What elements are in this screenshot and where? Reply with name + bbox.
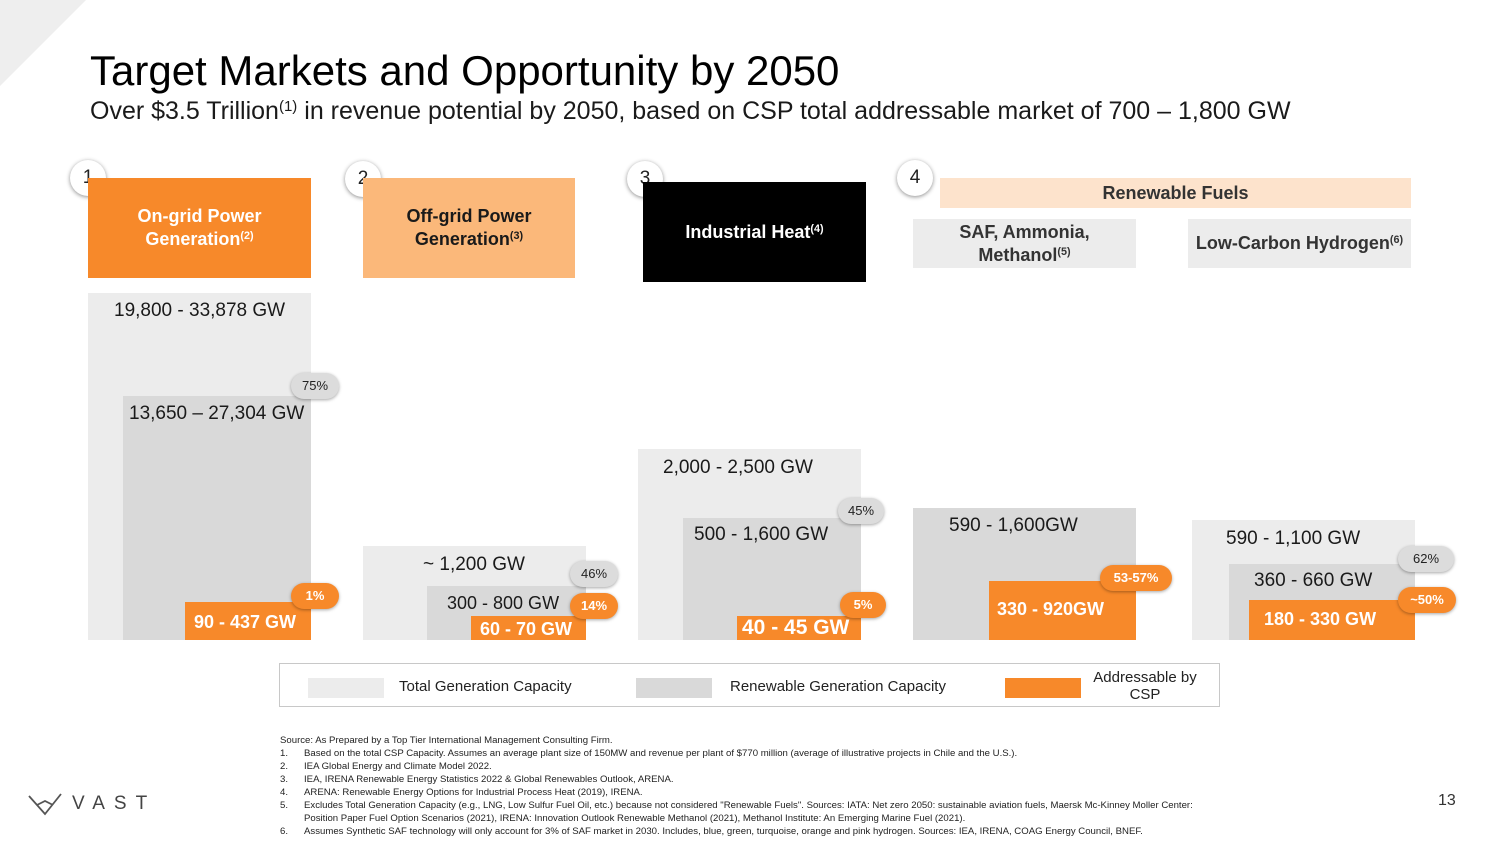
total-label-off-grid: ~ 1,200 GW — [423, 554, 525, 575]
header-saf-ammonia-methanol: SAF, Ammonia, Methanol(5) — [913, 219, 1136, 268]
header-on-grid: On-grid Power Generation(2) — [88, 178, 311, 278]
csp-pct-saf: 53-57% — [1100, 565, 1172, 591]
page-number: 13 — [1438, 792, 1456, 809]
renewable-pct-off-grid: 46% — [570, 561, 618, 587]
legend-swatch-csp — [1005, 678, 1081, 698]
bar-csp-off-grid — [471, 616, 586, 640]
header-renewable-fuels: Renewable Fuels — [940, 178, 1411, 208]
renewable-label-off-grid: 300 - 800 GW — [447, 593, 560, 613]
legend-swatch-renewable — [636, 678, 712, 698]
total-label-industrial-heat: 2,000 - 2,500 GW — [663, 457, 813, 478]
bar-renewable-on-grid — [123, 396, 311, 640]
page-subtitle: Over $3.5 Trillion(1) in revenue potenti… — [90, 97, 1291, 125]
legend-label-renewable: Renewable Generation Capacity — [730, 678, 946, 695]
footnote-2: 2. IEA Global Energy and Climate Model 20… — [280, 761, 492, 772]
csp-pct-off-grid: 14% — [570, 593, 618, 619]
total-label-hydrogen: 590 - 1,100 GW — [1226, 528, 1361, 549]
legend-swatch-total — [308, 678, 384, 698]
csp-pct-industrial-heat: 5% — [840, 592, 886, 618]
logo-text: VAST — [72, 793, 157, 814]
csp-label-saf: 330 - 920GW — [997, 599, 1105, 619]
legend-label-total: Total Generation Capacity — [399, 678, 572, 695]
csp-label-on-grid: 90 - 437 GW — [194, 612, 297, 632]
bar-csp-hydrogen — [1249, 600, 1415, 640]
vast-logo-icon — [28, 793, 62, 816]
renewable-pct-hydrogen: 62% — [1398, 546, 1454, 572]
renewable-label-on-grid: 13,650 – 27,304 GW — [129, 403, 305, 424]
renewable-label-saf: 590 - 1,600GW — [949, 515, 1078, 536]
legend: Total Generation Capacity Renewable Gene… — [279, 663, 1220, 707]
footnote-3: 3. IEA, IRENA Renewable Energy Statistics… — [280, 774, 674, 785]
footnote-1: 1. Based on the total CSP Capacity. Assum… — [280, 748, 1018, 759]
header-off-grid: Off-grid Power Generation(3) — [363, 178, 575, 278]
corner-decoration — [0, 0, 86, 86]
csp-pct-on-grid: 1% — [291, 583, 339, 609]
footnote-6: 6. Assumes Synthetic SAF technology will … — [280, 826, 1143, 837]
footnote-4: 4. ARENA: Renewable Energy Options for In… — [280, 787, 643, 798]
bar-csp-industrial-heat — [737, 616, 861, 640]
renewable-label-hydrogen: 360 - 660 GW — [1254, 570, 1373, 591]
csp-label-industrial-heat: 40 - 45 GW — [742, 616, 850, 639]
page-title: Target Markets and Opportunity by 2050 — [90, 47, 840, 94]
legend-label-csp: Addressable by CSP — [1093, 669, 1197, 703]
header-low-carbon-hydrogen: Low-Carbon Hydrogen(6) — [1188, 219, 1411, 268]
csp-label-off-grid: 60 - 70 GW — [480, 619, 573, 639]
footnote-5: 5. Excludes Total Generation Capacity (e.… — [280, 800, 1193, 811]
renewable-label-industrial-heat: 500 - 1,600 GW — [694, 524, 829, 545]
market-number-4: 4 — [897, 160, 933, 196]
source-note: Source: As Prepared by a Top Tier Intern… — [280, 735, 613, 746]
renewable-pct-on-grid: 75% — [291, 373, 339, 399]
footnote-5-cont: Position Paper Fuel Option Scenarios (20… — [304, 813, 966, 824]
total-label-on-grid: 19,800 - 33,878 GW — [114, 300, 286, 321]
csp-label-hydrogen: 180 - 330 GW — [1264, 609, 1377, 629]
renewable-pct-industrial-heat: 45% — [838, 498, 884, 524]
bar-csp-on-grid — [185, 602, 311, 640]
header-industrial-heat: Industrial Heat(4) — [643, 182, 866, 282]
csp-pct-hydrogen: ~50% — [1398, 587, 1456, 613]
